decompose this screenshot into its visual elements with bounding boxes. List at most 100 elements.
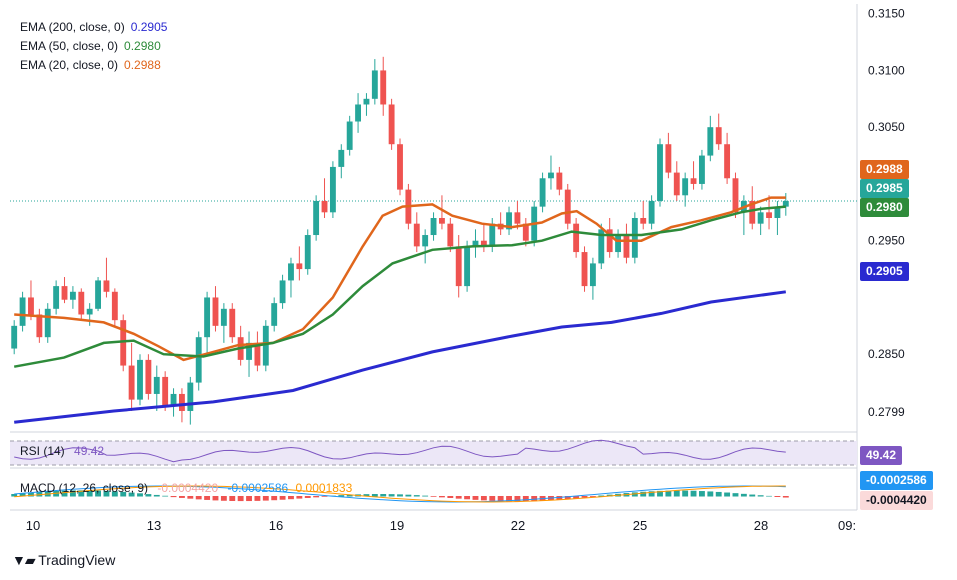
rsi-value: 49.42 — [74, 444, 105, 458]
candle-body — [665, 144, 672, 173]
macd-hist-bar — [61, 490, 68, 497]
macd-hist-bar — [145, 494, 152, 497]
macd-hist-bar — [589, 496, 596, 497]
macd-hist-bar — [682, 490, 689, 497]
macd-hist-bar — [128, 492, 135, 497]
macd-hist-bar — [170, 496, 177, 498]
macd-hist-bar — [648, 491, 655, 497]
candle-body — [682, 178, 689, 196]
macd-hist-bar — [19, 493, 26, 497]
macd-label: MACD (12, 26, close, 9) — [20, 481, 149, 495]
macd-line — [14, 485, 786, 503]
candle-body — [631, 218, 638, 258]
macd-legend[interactable]: MACD (12, 26, close, 9) -0.0004420 -0.00… — [20, 481, 352, 495]
last-price-pill: 0.2985 — [860, 179, 909, 198]
macd-hist-bar — [464, 496, 471, 500]
macd-hist-bar — [187, 496, 194, 499]
candle-body — [153, 376, 160, 394]
candle-body — [128, 365, 135, 400]
candle-body — [212, 297, 219, 326]
candle-body — [715, 127, 722, 145]
macd-hist-bar — [120, 491, 127, 497]
macd-hist-bar — [246, 496, 252, 502]
macd-hist-bar — [690, 490, 697, 497]
tradingview-brand[interactable]: ▼▰ TradingView — [12, 552, 115, 569]
candle-body — [36, 314, 43, 338]
macd-hist-bar — [86, 490, 93, 497]
macd-hist-bar — [673, 490, 680, 497]
macd-hist-bar — [740, 493, 747, 497]
candle-body — [598, 229, 605, 264]
candle-body — [564, 189, 571, 224]
candle-body — [464, 246, 471, 287]
candle-body — [363, 98, 370, 105]
macd-hist-bar — [640, 491, 647, 497]
candle-body — [346, 121, 353, 150]
macd-hist-bar — [774, 496, 781, 497]
candle-body — [137, 359, 143, 400]
candle-body — [380, 70, 387, 105]
macd-hist-bar — [724, 492, 731, 497]
legend-ema50[interactable]: EMA (50, close, 0) 0.2980 — [20, 39, 161, 53]
candle-body — [288, 263, 294, 281]
candle-body — [371, 70, 378, 99]
candle-body — [430, 218, 437, 236]
macd-hist-bar — [179, 496, 185, 498]
macd-hist-bar — [581, 496, 588, 498]
candle-body — [338, 149, 345, 167]
macd-hist-bar — [422, 495, 429, 497]
macd-hist-bar — [665, 490, 672, 497]
candle-body — [472, 240, 479, 247]
macd-hist-bar — [631, 492, 638, 497]
candle-body — [548, 172, 554, 179]
candle-body — [296, 263, 303, 270]
candle-body — [195, 337, 202, 383]
candle-body — [271, 303, 278, 326]
candle-body — [539, 178, 546, 207]
candle-body — [329, 166, 336, 213]
macd-hist-bar — [455, 496, 462, 499]
candle-body — [447, 223, 454, 247]
macd-hist-bar — [598, 495, 605, 497]
macd-hist-bar — [363, 494, 370, 497]
macd-hist-bar — [204, 496, 211, 500]
rsi-line — [14, 439, 786, 463]
legend-ema50-value: 0.2980 — [124, 39, 161, 53]
ema20-line — [14, 196, 786, 362]
candle-body — [757, 212, 764, 224]
rsi-pill: 49.42 — [860, 446, 903, 465]
candle-body — [556, 172, 563, 190]
macd-hist-bar — [472, 496, 479, 500]
candle-body — [489, 223, 496, 247]
rsi-legend[interactable]: RSI (14) 49.42 — [20, 444, 104, 458]
candle-body — [120, 320, 127, 366]
macd-hist-bar — [212, 496, 219, 501]
macd-hist-bar — [103, 490, 110, 497]
legend-ema50-label: EMA (50, close, 0) — [20, 39, 119, 53]
candle-body — [262, 325, 269, 366]
candle-body — [28, 297, 34, 315]
candle-body — [220, 308, 227, 326]
rsi-band — [10, 441, 857, 465]
candle-body — [673, 172, 680, 196]
ema20-price-pill: 0.2988 — [860, 160, 909, 179]
candle-body — [699, 155, 705, 184]
macd-hist-bar — [11, 494, 18, 497]
candle-body — [413, 223, 420, 247]
macd-hist-bar — [506, 496, 512, 502]
macd-hist-bar — [296, 496, 303, 499]
candle-body — [44, 308, 51, 338]
candle-body — [204, 297, 211, 338]
macd-hist-bar — [489, 496, 496, 501]
y-tick-label: 0.2950 — [868, 234, 905, 248]
candle-body — [69, 291, 76, 300]
macd-hist-bar — [447, 496, 454, 498]
candle-body — [657, 144, 663, 201]
macd-hist-bar — [531, 496, 538, 502]
candle-body — [321, 200, 328, 213]
legend-ema200[interactable]: EMA (200, close, 0) 0.2905 — [20, 20, 167, 34]
legend-ema20[interactable]: EMA (20, close, 0) 0.2988 — [20, 58, 161, 72]
macd-hist-bar — [137, 493, 143, 497]
y-tick-label: 0.3050 — [868, 120, 905, 134]
